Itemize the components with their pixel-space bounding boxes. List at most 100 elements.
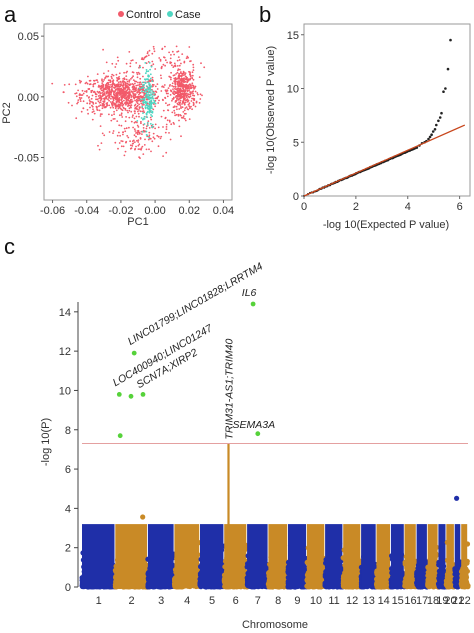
control-point xyxy=(128,79,131,82)
control-point xyxy=(100,84,103,87)
control-point xyxy=(135,62,138,64)
control-point xyxy=(138,81,141,84)
control-point xyxy=(156,97,159,100)
case-point xyxy=(144,107,147,110)
control-point xyxy=(122,96,125,99)
case-point xyxy=(143,97,146,100)
control-point xyxy=(102,100,105,103)
control-point xyxy=(123,80,125,83)
control-point xyxy=(80,97,83,99)
control-point xyxy=(188,118,191,120)
control-point xyxy=(88,96,90,98)
control-point xyxy=(104,77,106,79)
control-point xyxy=(135,84,138,87)
control-point xyxy=(114,90,116,92)
control-point xyxy=(183,61,186,64)
control-point xyxy=(112,79,115,81)
control-point xyxy=(171,64,173,67)
control-point xyxy=(132,126,135,129)
control-point xyxy=(128,107,131,110)
control-point xyxy=(183,71,185,74)
control-point xyxy=(51,82,54,85)
control-point xyxy=(129,102,132,104)
case-point xyxy=(151,126,153,129)
control-point xyxy=(158,99,160,102)
control-point xyxy=(125,99,128,101)
control-point xyxy=(154,68,157,70)
qq-content xyxy=(302,38,466,198)
control-point xyxy=(191,97,193,100)
control-point xyxy=(95,79,98,82)
control-point xyxy=(139,157,141,160)
control-point xyxy=(160,90,163,92)
control-point xyxy=(138,83,141,86)
control-point xyxy=(117,107,120,110)
control-point xyxy=(165,123,168,126)
control-point xyxy=(168,51,171,54)
control-point xyxy=(141,57,144,59)
control-point xyxy=(190,100,193,102)
control-point xyxy=(169,57,172,60)
control-point xyxy=(186,94,189,96)
case-point xyxy=(145,134,148,136)
case-point xyxy=(149,73,152,76)
control-point xyxy=(82,92,85,95)
control-point xyxy=(154,97,157,100)
control-point xyxy=(182,93,185,95)
control-point xyxy=(152,108,155,111)
control-point xyxy=(176,108,178,111)
control-point xyxy=(192,101,195,104)
control-point xyxy=(133,141,136,144)
case-point xyxy=(145,102,147,105)
case-point xyxy=(145,85,148,87)
control-point xyxy=(172,88,174,90)
control-point xyxy=(111,104,114,106)
control-point xyxy=(192,66,195,69)
control-point xyxy=(132,114,134,117)
control-point xyxy=(139,89,141,92)
qq-x-axis-label: -log 10(Expected P value) xyxy=(323,219,449,231)
control-point xyxy=(100,95,102,98)
control-point xyxy=(157,126,160,129)
control-point xyxy=(129,106,132,108)
control-point xyxy=(117,59,120,62)
control-point xyxy=(183,77,186,80)
control-point xyxy=(203,66,206,69)
control-point xyxy=(183,102,186,105)
control-point xyxy=(139,106,141,109)
control-point xyxy=(177,68,180,71)
control-point xyxy=(196,92,199,94)
control-point xyxy=(115,88,117,91)
control-point xyxy=(173,109,176,112)
case-point xyxy=(143,86,145,89)
control-point xyxy=(117,83,119,85)
control-point xyxy=(116,91,119,93)
control-point xyxy=(138,132,141,135)
pca-y-tick-label: 0.05 xyxy=(18,31,39,43)
control-point xyxy=(187,103,190,106)
control-point xyxy=(116,80,119,82)
control-point xyxy=(114,97,116,100)
control-point xyxy=(131,100,134,103)
control-point xyxy=(123,99,125,102)
control-point xyxy=(129,147,132,150)
control-point xyxy=(151,60,154,63)
control-point xyxy=(144,56,146,59)
control-point xyxy=(133,88,136,91)
control-point xyxy=(100,142,103,145)
control-point xyxy=(127,97,130,100)
qq-x-tick-label: 2 xyxy=(353,201,359,213)
panel-a-letter: a xyxy=(4,2,17,27)
control-point xyxy=(93,90,96,93)
control-point xyxy=(154,105,157,108)
control-point xyxy=(193,98,196,100)
control-point xyxy=(75,92,78,94)
control-point xyxy=(101,79,103,82)
control-point xyxy=(104,105,107,108)
control-point xyxy=(134,95,137,97)
control-point xyxy=(136,108,139,111)
control-point xyxy=(165,102,167,105)
control-point xyxy=(128,51,131,53)
control-point xyxy=(167,87,170,89)
